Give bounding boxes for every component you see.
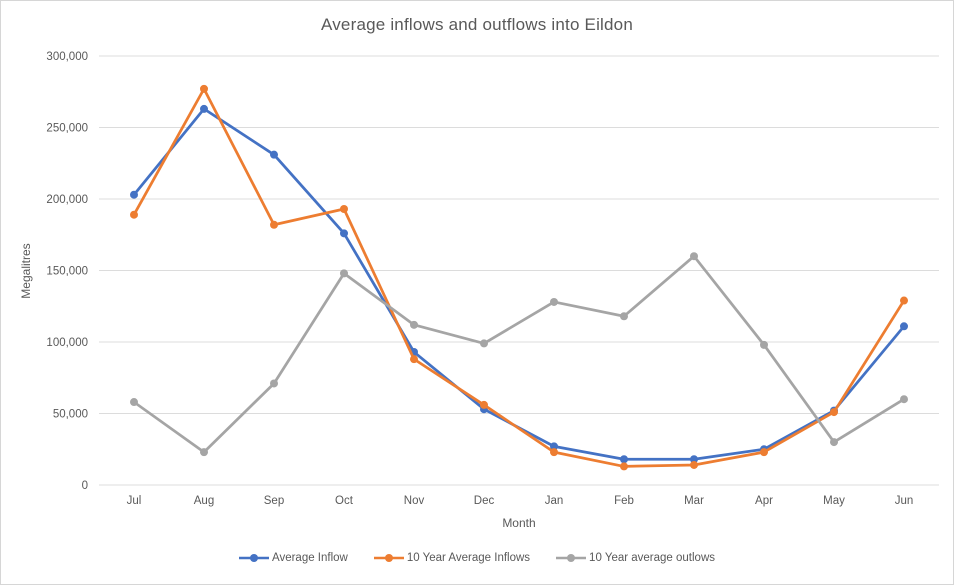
x-tick-label: Jan [545, 495, 564, 507]
data-point-marker [690, 252, 698, 261]
series-line [132, 87, 906, 468]
data-point-marker [340, 205, 348, 214]
legend-label: 10 Year average outlows [589, 552, 716, 564]
data-point-marker [830, 438, 838, 447]
y-tick-label: 300,000 [46, 51, 88, 63]
data-point-marker [550, 442, 558, 451]
x-tick-label: Dec [474, 495, 495, 507]
data-point-marker [200, 104, 208, 113]
data-point-marker [550, 297, 558, 306]
x-tick-label: Sep [264, 495, 284, 507]
data-point-marker [270, 379, 278, 388]
y-tick-label: 100,000 [46, 337, 88, 349]
legend: Average Inflow 10 Year Average Inflows 10 … [1, 552, 953, 564]
x-tick-label: Feb [614, 495, 634, 507]
data-point-marker [340, 229, 348, 238]
x-tick-label: Aug [194, 495, 214, 507]
data-point-marker [270, 220, 278, 229]
x-tick-label: Oct [335, 495, 354, 507]
data-point-marker [900, 395, 908, 404]
data-point-marker [550, 448, 558, 457]
data-point-marker [620, 462, 628, 471]
legend-label: 10 Year Average Inflows [406, 552, 531, 564]
data-point-marker [830, 408, 838, 417]
x-tick-label: Jun [895, 495, 914, 507]
data-point-marker [760, 448, 768, 457]
chart-title: Average inflows and outflows into Eildon [321, 15, 633, 34]
data-point-marker [130, 210, 138, 219]
y-tick-label: 0 [82, 480, 88, 492]
x-axis-title: Month [502, 516, 536, 530]
data-point-marker [200, 84, 208, 93]
x-tick-label: Mar [684, 495, 704, 507]
legend-item: 10 Year average outlows [556, 552, 715, 564]
data-point-marker [480, 339, 488, 348]
data-point-marker [690, 455, 698, 464]
data-point-marker [620, 455, 628, 464]
legend-marker-icon [238, 554, 269, 562]
y-tick-label: 200,000 [46, 194, 88, 206]
data-point-marker [200, 448, 208, 457]
y-tick-label: 50,000 [53, 409, 88, 421]
legend-marker-icon [556, 554, 587, 562]
y-tick-label: 150,000 [46, 266, 88, 278]
data-point-marker [410, 320, 418, 329]
data-point-marker [480, 400, 488, 409]
data-point-marker [410, 355, 418, 364]
data-point-marker [340, 269, 348, 278]
x-tick-label: Nov [404, 495, 425, 507]
series-line [132, 254, 906, 454]
y-tick-label: 250,000 [46, 123, 88, 135]
data-point-marker [900, 296, 908, 305]
x-tick-label: Jul [127, 495, 142, 507]
x-tick-label: May [823, 495, 845, 507]
data-point-marker [620, 312, 628, 321]
data-point-marker [130, 398, 138, 407]
data-point-marker [130, 190, 138, 199]
data-point-marker [270, 150, 278, 159]
legend-marker-icon [373, 554, 404, 562]
legend-item: 10 Year Average Inflows [373, 552, 531, 564]
legend-item: Average Inflow [238, 552, 348, 564]
data-point-marker [900, 322, 908, 331]
data-point-marker [760, 340, 768, 349]
legend-label: Average Inflow [271, 552, 348, 564]
data-point-marker [690, 460, 698, 469]
x-tick-label: Apr [755, 495, 773, 507]
